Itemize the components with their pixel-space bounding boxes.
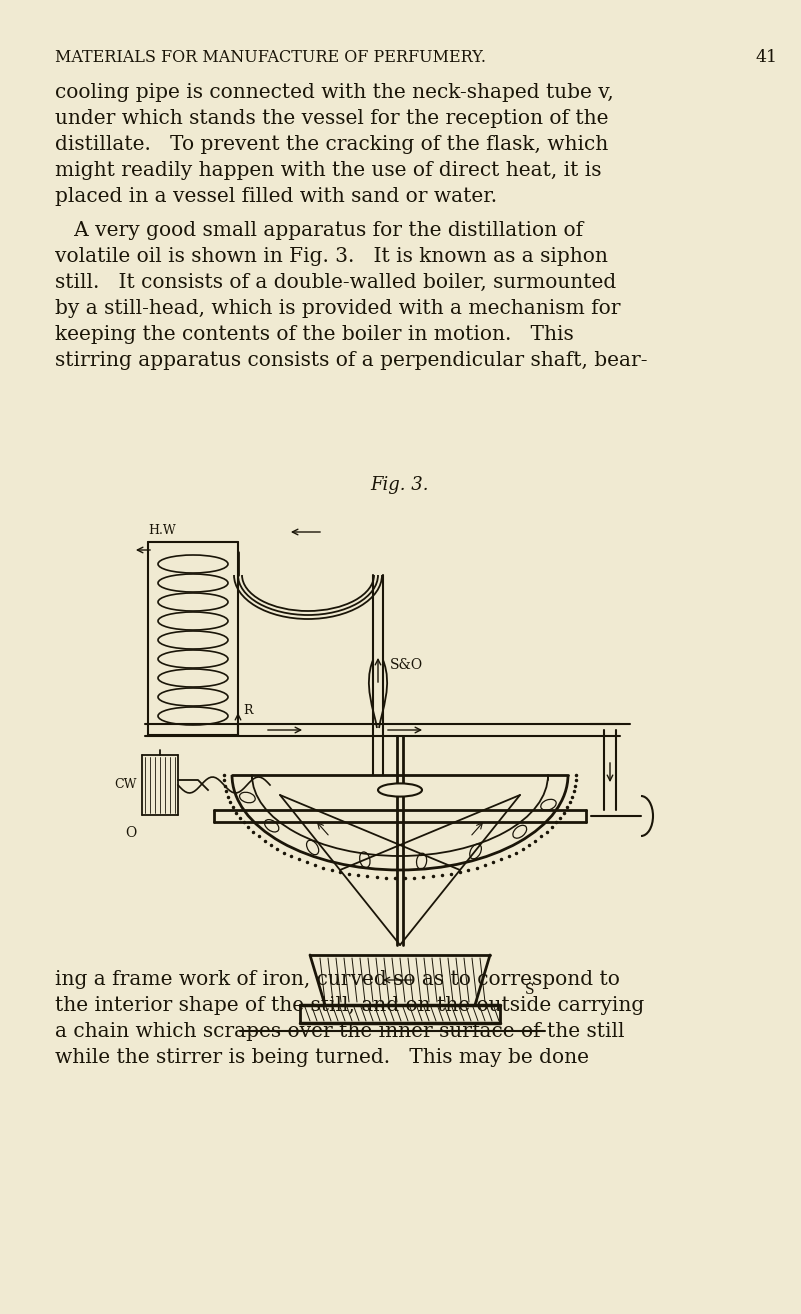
Text: A very good small apparatus for the distillation of: A very good small apparatus for the dist… — [55, 221, 583, 240]
Text: under which stands the vessel for the reception of the: under which stands the vessel for the re… — [55, 109, 609, 127]
Text: might readily happen with the use of direct heat, it is: might readily happen with the use of dir… — [55, 162, 602, 180]
Text: placed in a vessel filled with sand or water.: placed in a vessel filled with sand or w… — [55, 187, 497, 206]
Text: the interior shape of the still, and on the outside carrying: the interior shape of the still, and on … — [55, 996, 644, 1014]
Text: keeping the contents of the boiler in motion.   This: keeping the contents of the boiler in mo… — [55, 325, 574, 344]
Text: H.W: H.W — [148, 524, 175, 537]
Text: Fig. 3.: Fig. 3. — [371, 476, 429, 494]
Text: CW: CW — [115, 778, 137, 791]
Text: volatile oil is shown in Fig. 3.   It is known as a siphon: volatile oil is shown in Fig. 3. It is k… — [55, 247, 608, 265]
Text: cooling pipe is connected with the neck-shaped tube v,: cooling pipe is connected with the neck-… — [55, 83, 614, 102]
Ellipse shape — [378, 783, 422, 796]
Text: S&O: S&O — [390, 658, 423, 671]
Text: by a still-head, which is provided with a mechanism for: by a still-head, which is provided with … — [55, 300, 621, 318]
Text: distillate.   To prevent the cracking of the flask, which: distillate. To prevent the cracking of t… — [55, 135, 608, 154]
Text: ing a frame work of iron, curved so as to correspond to: ing a frame work of iron, curved so as t… — [55, 970, 620, 989]
Text: MATERIALS FOR MANUFACTURE OF PERFUMERY.: MATERIALS FOR MANUFACTURE OF PERFUMERY. — [55, 49, 486, 66]
Text: stirring apparatus consists of a perpendicular shaft, bear-: stirring apparatus consists of a perpend… — [55, 351, 647, 371]
Text: S: S — [525, 983, 534, 997]
Text: a chain which scrapes over the inner surface of the still: a chain which scrapes over the inner sur… — [55, 1022, 625, 1041]
Text: R: R — [243, 703, 252, 716]
Text: while the stirrer is being turned.   This may be done: while the stirrer is being turned. This … — [55, 1049, 589, 1067]
Text: still.   It consists of a double-walled boiler, surmounted: still. It consists of a double-walled bo… — [55, 273, 616, 292]
Text: 41: 41 — [756, 49, 778, 66]
Text: O: O — [126, 827, 137, 840]
